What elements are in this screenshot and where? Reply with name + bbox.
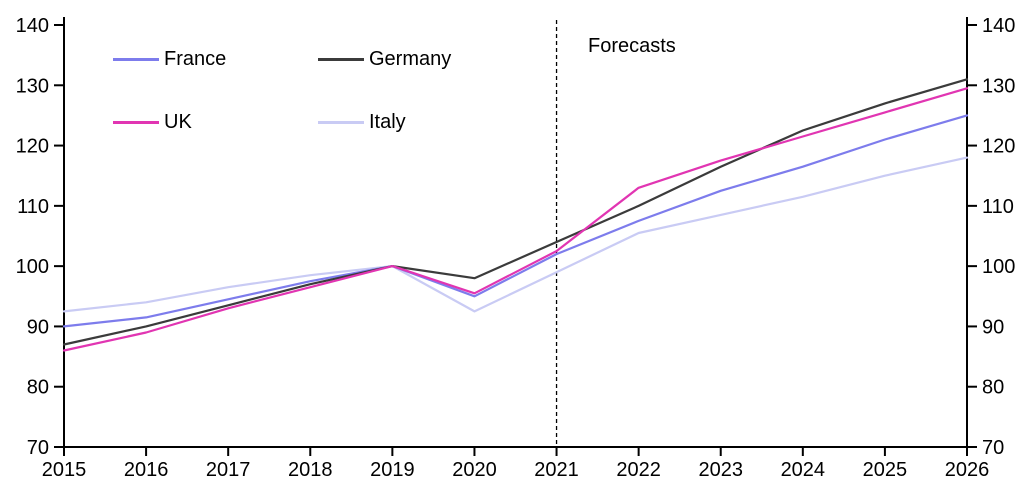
legend-item-italy: Italy <box>318 110 406 134</box>
legend-label-italy: Italy <box>369 111 406 133</box>
y-tick-label-left: 90 <box>27 316 49 338</box>
legend-label-france: France <box>164 48 227 70</box>
y-tick-label-right: 80 <box>982 377 1004 399</box>
series-line-germany <box>62 78 969 346</box>
series-line-france <box>62 114 969 328</box>
x-tick-label: 2026 <box>945 459 990 481</box>
x-tick-label: 2025 <box>863 459 908 481</box>
y-tick-label-left: 80 <box>27 377 49 399</box>
y-tick-label-left: 70 <box>27 437 49 459</box>
legend-item-france: France <box>113 47 226 71</box>
x-tick-label: 2017 <box>206 459 251 481</box>
y-tick-label-right: 100 <box>982 256 1015 278</box>
y-tick-label-right: 90 <box>982 316 1004 338</box>
x-tick-label: 2015 <box>42 459 87 481</box>
y-tick-label-right: 120 <box>982 136 1015 158</box>
series-line-italy <box>62 156 969 313</box>
legend-swatch-germany <box>318 57 364 61</box>
y-tick-label-left: 110 <box>17 196 49 218</box>
y-tick-label-right: 70 <box>982 437 1004 459</box>
legend-label-germany: Germany <box>369 48 452 70</box>
y-tick-label-left: 130 <box>16 75 49 97</box>
x-tick-label: 2024 <box>781 459 826 481</box>
y-tick-label-right: 130 <box>982 75 1015 97</box>
series-line-uk <box>62 87 969 352</box>
legend-label-uk: UK <box>164 111 192 133</box>
y-tick-label-left: 140 <box>16 15 49 37</box>
x-tick-label: 2023 <box>698 459 743 481</box>
x-tick-label: 2022 <box>616 459 661 481</box>
legend-swatch-france <box>113 57 159 61</box>
forecasts-annotation: Forecasts <box>588 35 676 57</box>
x-tick-label: 2018 <box>288 459 333 481</box>
legend-item-germany: Germany <box>318 47 451 71</box>
x-tick-label: 2019 <box>370 459 415 481</box>
y-tick-label-left: 120 <box>16 136 49 158</box>
x-tick-label: 2016 <box>124 459 169 481</box>
legend-swatch-uk <box>113 120 159 124</box>
y-tick-label-right: 110 <box>982 196 1014 218</box>
x-tick-label: 2021 <box>534 459 579 481</box>
legend-swatch-italy <box>318 120 364 124</box>
x-tick-label: 2020 <box>452 459 497 481</box>
legend-item-uk: UK <box>113 110 192 134</box>
y-tick-label-right: 140 <box>982 15 1015 37</box>
y-tick-label-left: 100 <box>16 256 49 278</box>
